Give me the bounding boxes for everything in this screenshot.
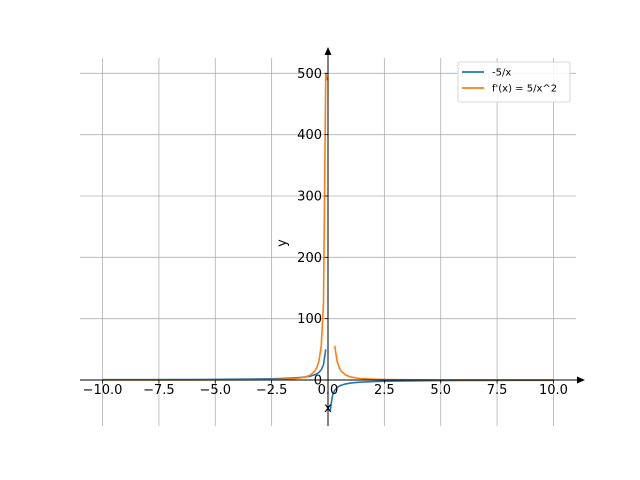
x-tick-label: 10.0	[539, 383, 568, 398]
x-tick-label: 2.5	[374, 383, 395, 398]
x-tick-label: 7.5	[487, 383, 508, 398]
legend: -5/x f'(x) = 5/x^2	[457, 61, 571, 103]
legend-label-1: f'(x) = 5/x^2	[492, 84, 557, 95]
legend-label-0: -5/x	[492, 68, 511, 79]
y-axis-label: y	[275, 239, 290, 247]
x-axis-label: x	[324, 401, 332, 416]
x-tick-label: −7.5	[143, 383, 175, 398]
y-tick-label: 500	[297, 67, 322, 82]
x-tick-label: 0.0	[318, 383, 339, 398]
x-tick-label: −5.0	[199, 383, 231, 398]
y-tick-label: 400	[297, 128, 322, 143]
x-tick-label: 5.0	[430, 383, 451, 398]
y-tick-label: 200	[297, 251, 322, 266]
y-tick-label: 100	[297, 312, 322, 327]
x-axis-arrow-icon	[577, 376, 585, 384]
x-tick-label: −10.0	[83, 383, 123, 398]
x-tick-label: −2.5	[256, 383, 288, 398]
legend-box	[457, 61, 571, 103]
y-tick-label: 0	[314, 374, 322, 389]
y-axis-arrow-icon	[324, 47, 332, 55]
axes	[80, 47, 585, 426]
y-tick-label: 300	[297, 190, 322, 205]
tick-labels: −10.0 −7.5 −5.0 −2.5 0.0 2.5 5.0 7.5 10.0 0 100 200…	[83, 67, 568, 398]
